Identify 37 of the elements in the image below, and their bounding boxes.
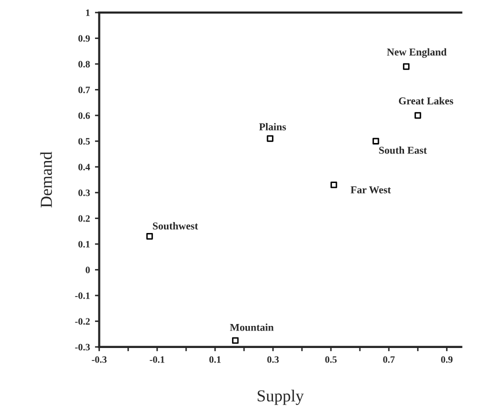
x-tick-label: 0.5 <box>325 356 337 363</box>
x-tick-label: 0.3 <box>267 356 279 363</box>
y-tick-label: 0.7 <box>78 86 90 94</box>
point <box>330 182 338 188</box>
y-tick-label: 0.3 <box>78 190 90 196</box>
y-tick-label: -0.1 <box>75 292 90 300</box>
annotation: South East <box>379 146 427 154</box>
y-tick-label: 0 <box>86 266 90 274</box>
x-tick-label: 0.7 <box>383 356 395 363</box>
y-tick-label: 0.5 <box>78 138 90 145</box>
point <box>402 63 410 70</box>
y-tick-label: 0.8 <box>78 60 90 68</box>
annotation: Southwest <box>152 222 198 230</box>
y-tick-label: 0.6 <box>78 112 90 119</box>
annotation: Far West <box>350 186 391 194</box>
point <box>146 233 153 240</box>
annotation: New England <box>387 48 447 58</box>
y-tick-label: 0.9 <box>78 35 90 42</box>
x-tick-label: 0.1 <box>209 356 221 363</box>
y-tick-label: -0.3 <box>75 344 90 350</box>
annotation: Mountain <box>230 324 274 331</box>
point <box>414 112 422 119</box>
y-axis-title: Demand <box>40 152 52 208</box>
x-axis-title: Supply <box>258 390 304 405</box>
y-tick-label: -0.2 <box>75 318 90 325</box>
y-tick-label: 0.4 <box>78 164 90 170</box>
point <box>372 138 380 144</box>
y-tick-label: 0.1 <box>78 240 90 248</box>
annotation: Great Lakes <box>398 97 454 104</box>
x-tick-label: 0.9 <box>441 356 453 363</box>
x-tick-label: -0.3 <box>92 356 107 363</box>
point <box>232 337 239 344</box>
y-tick-label: 1 <box>86 9 90 16</box>
y-tick-label: 0.2 <box>78 215 90 222</box>
point <box>266 135 274 142</box>
annotation: Plains <box>259 123 286 130</box>
x-tick-label: -0.1 <box>150 356 164 363</box>
